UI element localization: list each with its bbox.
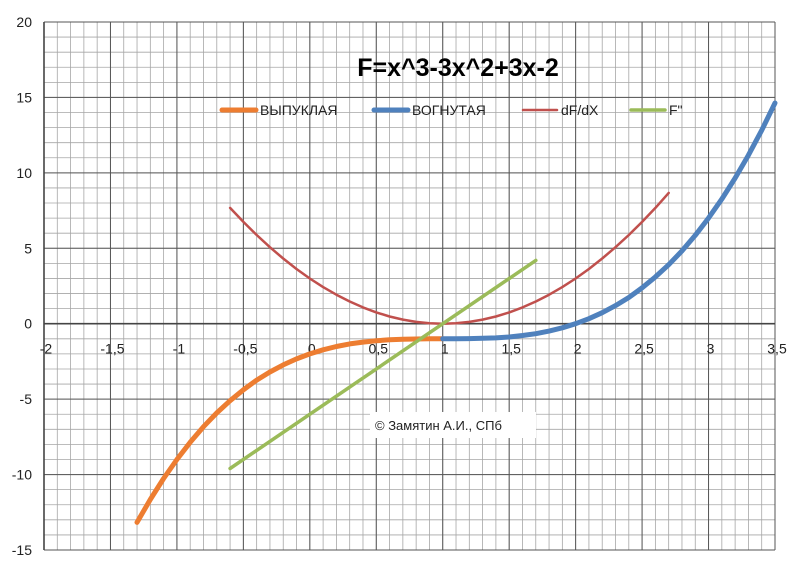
series-line-3 (228, 191, 670, 325)
y-tick-label: -15 (12, 542, 32, 558)
y-tick-label: 10 (16, 165, 32, 181)
series-lines (134, 100, 778, 525)
x-tick-label: 0,5 (369, 341, 389, 357)
y-tick-labels: -15 -10 -5 0 5 10 15 20 (12, 14, 32, 558)
legend-label-4: F" (669, 102, 683, 118)
x-tick-labels: -2 -1,5 -1 -0,5 0 0,5 1 1,5 2 2,5 3 3,5 (40, 341, 787, 357)
y-tick-label: -10 (12, 467, 32, 483)
chart-title: F=x^3-3x^2+3x-2 (357, 54, 559, 82)
x-tick-label: 1 (441, 341, 449, 357)
series-line-1 (134, 336, 446, 525)
series-line-4 (228, 258, 538, 471)
legend-label-3: dF/dX (561, 102, 599, 118)
legend-label-2: ВОГНУТАЯ (412, 102, 486, 118)
legend: ВЫПУКЛАЯ ВОГНУТАЯ dF/dX F" (219, 102, 683, 118)
x-tick-label: 3,5 (767, 341, 787, 357)
x-tick-label: 1,5 (501, 341, 521, 357)
x-tick-label: 2,5 (634, 341, 654, 357)
y-tick-label: -5 (20, 391, 33, 407)
legend-label-1: ВЫПУКЛАЯ (260, 102, 337, 118)
x-tick-label: 0 (308, 341, 316, 357)
x-tick-label: -1 (173, 341, 186, 357)
series-line-2 (440, 100, 778, 342)
axes (43, 22, 775, 550)
y-tick-label: 20 (16, 14, 32, 30)
y-tick-label: 5 (24, 240, 32, 256)
x-tick-label: 3 (707, 341, 715, 357)
annotation-text: © Замятин А.И., СПб (375, 418, 502, 433)
annotation: © Замятин А.И., СПб (370, 412, 536, 438)
y-tick-label: 0 (24, 316, 32, 332)
y-tick-label: 15 (16, 89, 32, 105)
x-tick-label: -1,5 (100, 341, 124, 357)
x-tick-label: -0,5 (233, 341, 257, 357)
x-tick-label: -2 (40, 341, 53, 357)
x-tick-label: 2 (574, 341, 582, 357)
